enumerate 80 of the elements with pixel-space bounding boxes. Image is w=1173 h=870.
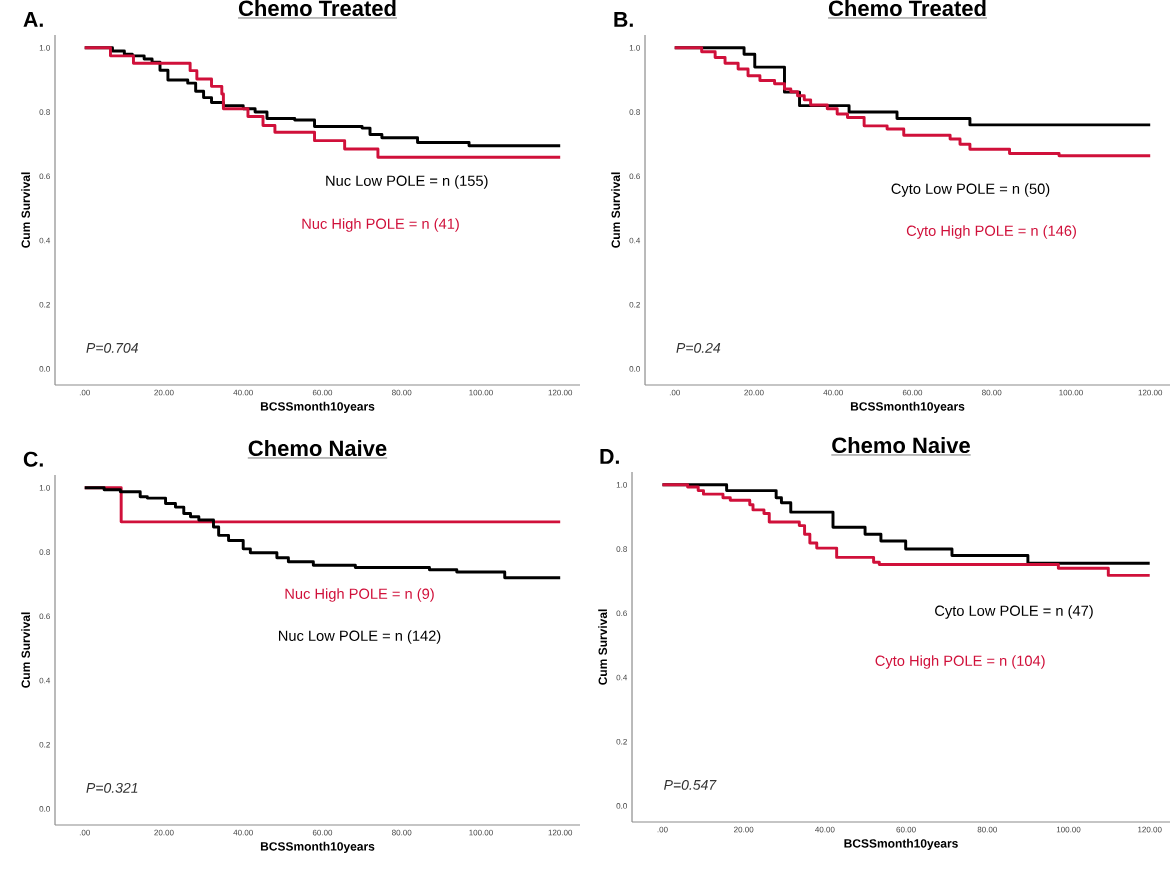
text: Cyto Low POLE = n (47) (935, 605, 1093, 619)
y-tick-label: 0.8 (616, 546, 627, 552)
text: C. (23, 451, 43, 467)
x-tick-label: 60.00 (896, 826, 916, 833)
text: Nuc High POLE = n (41) (302, 218, 459, 232)
x-tick-label: 20.00 (734, 826, 754, 833)
x-tick-label: 100.00 (1059, 389, 1083, 396)
y-tick-label: 0.4 (39, 237, 51, 244)
y-tick-label: 0.6 (39, 613, 50, 620)
x-tick-label: 40.00 (233, 389, 253, 396)
y-axis-title: Cum Survival (598, 609, 608, 685)
chart-title: Chemo Naive (248, 439, 387, 457)
y-tick-label: 0.4 (629, 237, 641, 244)
x-tick-label: 20.00 (744, 389, 764, 396)
y-axis-title: Cum Survival (21, 172, 31, 248)
annotation: P=0.321 (86, 782, 138, 793)
y-tick-label: 1.0 (39, 45, 50, 51)
x-tick-label: 40.00 (815, 826, 835, 833)
x-tick-label: 100.00 (469, 829, 493, 836)
x-tick-label: 80.00 (392, 829, 412, 836)
text: D. (600, 449, 619, 464)
x-tick-label: 120.00 (548, 389, 573, 396)
x-tick-label: 80.00 (392, 389, 412, 396)
y-tick-label: 0.6 (629, 173, 640, 180)
x-tick-label: 60.00 (902, 389, 923, 396)
x-axis-title: BCSSmonth10years (850, 401, 965, 414)
y-tick-label: 0.0 (616, 803, 627, 809)
y-axis-title: Cum Survival (21, 612, 31, 688)
text: Nuc Low POLE = n (142) (278, 630, 441, 644)
x-tick-label: 20.00 (154, 829, 174, 836)
y-tick-label: 0.2 (39, 741, 50, 748)
y-tick-label: 0.8 (39, 549, 50, 555)
x-tick-label: .00 (657, 826, 668, 833)
chart-title: Chemo Treated (238, 0, 396, 17)
x-tick-label: 60.00 (312, 389, 333, 396)
y-tick-label: 1.0 (39, 485, 50, 491)
annotation: P=0.24 (676, 342, 721, 353)
text: Nuc Low POLE = n (155) (326, 175, 488, 189)
x-tick-label: 20.00 (154, 389, 174, 396)
annotation: P=0.547 (664, 779, 717, 790)
y-tick-label: 0.0 (39, 806, 50, 812)
x-axis-title: BCSSmonth10years (260, 841, 375, 854)
y-tick-label: 0.8 (39, 109, 50, 115)
x-tick-label: 120.00 (548, 829, 573, 836)
y-tick-label: 0.8 (629, 109, 640, 115)
y-tick-label: 0.2 (629, 301, 640, 308)
x-tick-label: 100.00 (469, 389, 493, 396)
x-tick-label: .00 (669, 389, 680, 396)
x-tick-label: .00 (79, 389, 90, 396)
chart-title: Chemo Naive (832, 436, 970, 454)
text: Cyto High POLE = n (104) (875, 655, 1045, 669)
y-tick-label: 0.2 (39, 301, 50, 308)
y-tick-label: 0.4 (39, 677, 51, 684)
chart-title: Chemo Treated (828, 0, 986, 17)
text: B. (614, 12, 633, 27)
annotation: P=0.704 (86, 342, 138, 353)
y-tick-label: 1.0 (616, 482, 627, 488)
x-tick-label: 120.00 (1138, 389, 1163, 396)
y-tick-label: 0.2 (616, 738, 627, 745)
text: A. (23, 12, 43, 27)
x-tick-label: 40.00 (823, 389, 843, 396)
x-axis-title: BCSSmonth10years (260, 401, 375, 414)
x-tick-label: 120.00 (1138, 826, 1162, 833)
x-tick-label: 80.00 (977, 826, 997, 833)
y-tick-label: 0.6 (39, 173, 50, 180)
x-tick-label: 100.00 (1056, 826, 1081, 833)
text: Cyto High POLE = n (146) (906, 225, 1076, 239)
y-tick-label: 0.0 (629, 366, 640, 372)
y-tick-label: 0.4 (616, 674, 628, 681)
x-tick-label: 80.00 (982, 389, 1002, 396)
x-axis-title: BCSSmonth10years (844, 838, 958, 851)
x-tick-label: .00 (79, 829, 90, 836)
text: Cyto Low POLE = n (50) (891, 183, 1050, 197)
x-tick-label: 40.00 (233, 829, 253, 836)
x-tick-label: 60.00 (312, 829, 333, 836)
y-axis-title: Cum Survival (611, 172, 621, 248)
text: Nuc High POLE = n (9) (285, 588, 434, 602)
y-tick-label: 0.0 (39, 366, 50, 372)
y-tick-label: 0.6 (616, 610, 627, 617)
y-tick-label: 1.0 (629, 45, 640, 51)
